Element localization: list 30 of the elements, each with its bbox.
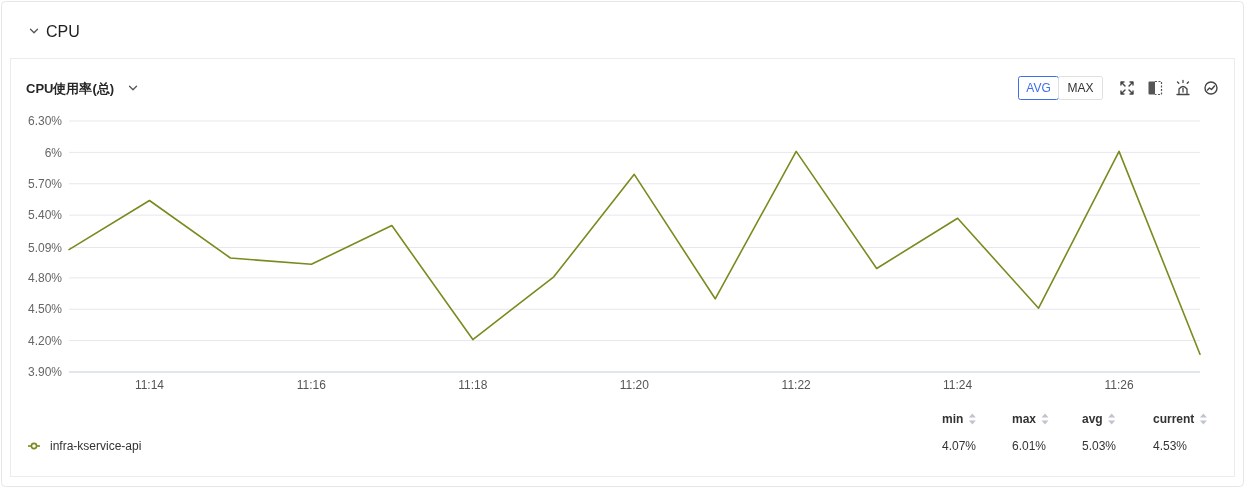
chart-title: CPU bbox=[46, 23, 80, 40]
x-tick-label: 11:14 bbox=[134, 378, 165, 392]
text: 5.03% bbox=[1082, 439, 1117, 453]
y-tick-label: 6.30% bbox=[27, 114, 63, 129]
text: 4.07% bbox=[942, 439, 977, 453]
text: 4.53% bbox=[1153, 439, 1188, 453]
y-tick-label: 5.40% bbox=[27, 208, 63, 223]
chart-subtitle: CPU使用率(总) bbox=[26, 81, 115, 96]
line-series bbox=[68, 150, 1201, 356]
x-tick-label: 11:18 bbox=[458, 378, 488, 392]
text: MAX bbox=[1067, 81, 1094, 95]
text: min bbox=[942, 412, 964, 426]
text: 6.01% bbox=[1012, 439, 1047, 453]
y-tick-label: 5.09% bbox=[27, 240, 63, 255]
x-tick-label: 11:22 bbox=[781, 378, 812, 392]
text: max bbox=[1012, 412, 1037, 426]
x-tick-label: 11:16 bbox=[296, 378, 327, 392]
y-tick-label: 4.20% bbox=[27, 333, 63, 348]
x-tick-label: 11:20 bbox=[619, 378, 650, 392]
text: current bbox=[1153, 412, 1195, 426]
y-tick-label: 6% bbox=[44, 145, 63, 160]
y-tick-label: 4.50% bbox=[27, 302, 63, 317]
y-tick-label: 5.70% bbox=[27, 176, 63, 191]
text: AVG bbox=[1026, 81, 1051, 95]
legend-label: infra-kservice-api bbox=[50, 439, 142, 454]
text: avg bbox=[1082, 412, 1103, 426]
y-tick-label: 3.90% bbox=[27, 365, 63, 380]
x-tick-label: 11:26 bbox=[1104, 378, 1134, 392]
y-tick-label: 4.80% bbox=[27, 271, 63, 286]
x-tick-label: 11:24 bbox=[943, 378, 973, 392]
